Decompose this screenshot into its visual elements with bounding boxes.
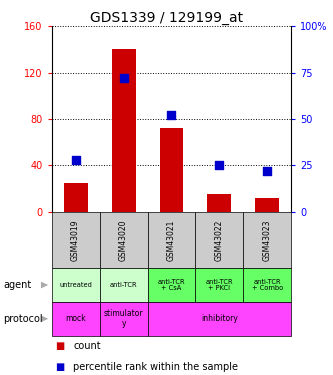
Bar bbox=[207, 195, 231, 212]
Text: GSM43020: GSM43020 bbox=[119, 219, 128, 261]
Text: stimulator
y: stimulator y bbox=[104, 309, 143, 328]
Text: anti-TCR: anti-TCR bbox=[110, 282, 137, 288]
Text: agent: agent bbox=[3, 280, 32, 290]
Text: percentile rank within the sample: percentile rank within the sample bbox=[73, 362, 238, 372]
Point bbox=[121, 75, 126, 81]
Point bbox=[265, 168, 270, 174]
Text: ■: ■ bbox=[55, 341, 64, 351]
Text: GDS1339 / 129199_at: GDS1339 / 129199_at bbox=[90, 11, 243, 25]
Bar bbox=[160, 128, 183, 212]
Text: anti-TCR
+ Combo: anti-TCR + Combo bbox=[252, 279, 283, 291]
Bar bbox=[112, 50, 136, 212]
Text: GSM43019: GSM43019 bbox=[71, 219, 80, 261]
Text: anti-TCR
+ PKCi: anti-TCR + PKCi bbox=[206, 279, 233, 291]
Text: inhibitory: inhibitory bbox=[201, 314, 238, 323]
Text: ■: ■ bbox=[55, 362, 64, 372]
Text: GSM43023: GSM43023 bbox=[263, 219, 272, 261]
Bar bbox=[64, 183, 88, 212]
Text: GSM43022: GSM43022 bbox=[215, 219, 224, 261]
Text: mock: mock bbox=[65, 314, 86, 323]
Text: count: count bbox=[73, 341, 101, 351]
Text: GSM43021: GSM43021 bbox=[167, 219, 176, 261]
Point bbox=[73, 157, 78, 163]
Text: anti-TCR
+ CsA: anti-TCR + CsA bbox=[158, 279, 185, 291]
Bar bbox=[255, 198, 279, 212]
Text: untreated: untreated bbox=[59, 282, 92, 288]
Point bbox=[169, 112, 174, 118]
Text: protocol: protocol bbox=[3, 314, 43, 324]
Point bbox=[217, 162, 222, 168]
